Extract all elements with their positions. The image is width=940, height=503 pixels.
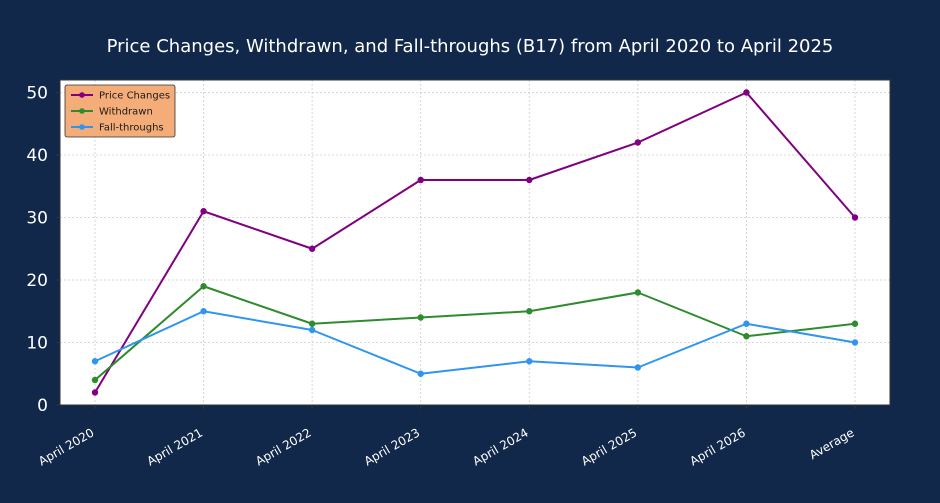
x-tick-label: April 2026 (687, 425, 748, 468)
data-point (308, 326, 316, 334)
series-line-1 (94, 285, 856, 381)
data-point (634, 364, 642, 371)
data-point (526, 308, 533, 315)
data-point (526, 358, 533, 365)
y-tick-label: 20 (26, 271, 48, 291)
data-point (743, 89, 750, 96)
y-tick-label: 0 (37, 396, 48, 416)
x-tick-label: April 2023 (362, 425, 423, 468)
legend-swatch-marker (79, 124, 85, 130)
legend-label: Fall-throughs (99, 123, 164, 134)
chart-title: Price Changes, Withdrawn, and Fall-throu… (107, 36, 834, 57)
data-point (851, 339, 859, 346)
x-tick-label: April 2025 (579, 425, 640, 468)
data-point (634, 289, 642, 296)
legend-label: Withdrawn (99, 107, 153, 118)
legend-swatch-marker (79, 108, 85, 114)
data-point (91, 376, 99, 384)
y-tick-label: 40 (26, 146, 48, 166)
legend-label: Price Changes (99, 91, 170, 102)
data-point (526, 176, 533, 184)
x-tick-label: April 2021 (145, 425, 206, 468)
data-point (851, 214, 859, 221)
series-line-2 (94, 310, 856, 375)
data-point (851, 320, 859, 327)
data-point (200, 208, 207, 215)
data-point (417, 370, 424, 377)
x-tick-label: April 2024 (470, 425, 531, 468)
legend: Price Changes Withdrawn Fall-throughs (64, 84, 176, 138)
data-point (417, 314, 424, 321)
data-point (743, 320, 750, 327)
x-tick-label: April 2022 (253, 425, 314, 468)
data-point (200, 308, 207, 315)
x-tick-label: April 2020 (36, 425, 97, 468)
data-point (417, 176, 424, 184)
series-line-0 (94, 91, 856, 394)
data-point (308, 320, 316, 327)
plot-frame (59, 79, 891, 406)
y-tick-label: 50 (26, 84, 48, 104)
data-point (308, 245, 316, 252)
y-tick-label: 10 (26, 334, 48, 354)
x-axis: April 2020 April 2021 April 2022 April 2023… (36, 405, 857, 468)
legend-box (64, 84, 176, 138)
y-axis: 0 10 20 30 40 50 (26, 84, 60, 416)
data-point (91, 389, 99, 396)
legend-swatch-marker (79, 92, 85, 98)
data-point (634, 139, 642, 146)
data-point (91, 358, 99, 365)
series-group (91, 89, 859, 396)
data-point (743, 333, 750, 340)
data-point (200, 283, 207, 290)
x-tick-label: Average (807, 425, 857, 462)
plot-area (60, 80, 890, 405)
y-tick-label: 30 (26, 209, 48, 229)
